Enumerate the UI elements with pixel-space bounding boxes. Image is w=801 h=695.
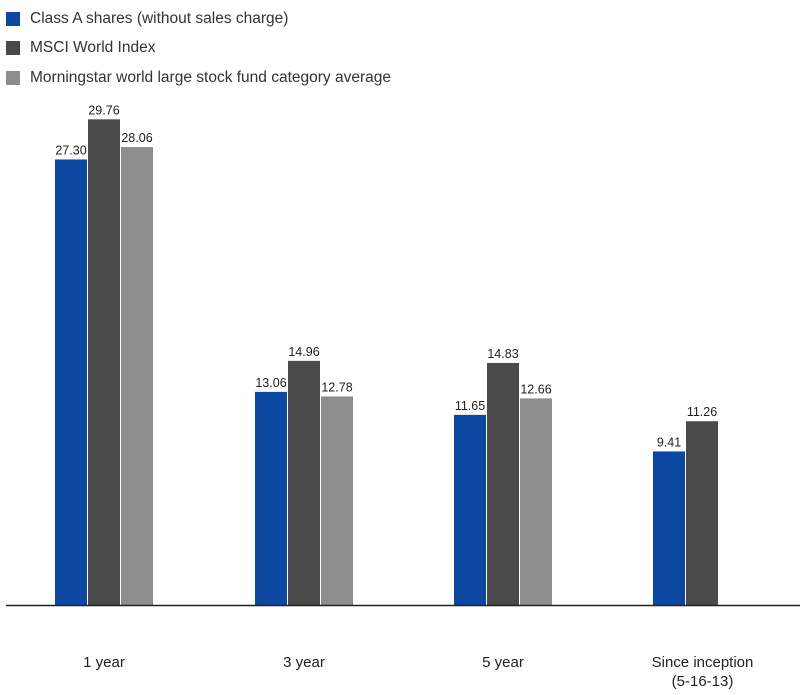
legend-label-msci: MSCI World Index (30, 39, 156, 57)
bar-value-label-morningstar-1: 28.06 (121, 131, 152, 145)
bar-msci-2 (288, 360, 320, 605)
category-label-4: Since inception (652, 654, 754, 671)
bar-value-label-morningstar-3: 12.66 (520, 382, 551, 396)
legend-swatch-class-a (6, 11, 20, 26)
bar-value-label-msci-2: 14.96 (288, 345, 319, 359)
bar-class-a-1 (55, 159, 87, 606)
bar-value-label-class-a-1: 27.30 (55, 143, 86, 157)
chart-legend: Class A shares (without sales charge) MS… (6, 4, 391, 93)
bar-value-label-msci-4: 11.26 (687, 405, 717, 419)
bar-class-a-2 (255, 391, 287, 605)
bar-morningstar-2 (321, 396, 353, 605)
bar-msci-3 (487, 362, 519, 605)
bar-class-a-4 (653, 451, 685, 605)
category-label-4-line-2: (5-16-13) (672, 673, 734, 690)
bar-msci-1 (88, 119, 120, 605)
legend-item-class-a: Class A shares (without sales charge) (6, 4, 391, 34)
category-label-2: 3 year (283, 654, 325, 671)
legend-label-morningstar: Morningstar world large stock fund categ… (30, 68, 391, 86)
category-label-3: 5 year (482, 654, 524, 671)
legend-item-morningstar: Morningstar world large stock fund categ… (6, 63, 391, 93)
bar-value-label-class-a-4: 9.41 (657, 435, 681, 449)
bar-msci-4 (686, 421, 718, 605)
legend-swatch-morningstar (6, 70, 20, 85)
bar-value-label-msci-3: 14.83 (487, 347, 518, 361)
legend-swatch-msci (6, 41, 20, 56)
bar-value-label-class-a-2: 13.06 (255, 376, 286, 390)
bar-value-label-msci-1: 29.76 (88, 103, 119, 117)
bar-value-label-morningstar-2: 12.78 (321, 380, 352, 394)
bar-value-label-class-a-3: 11.65 (455, 399, 485, 413)
bar-morningstar-1 (121, 147, 153, 606)
legend-item-msci: MSCI World Index (6, 34, 391, 64)
category-label-1: 1 year (83, 654, 125, 671)
bar-class-a-3 (454, 414, 486, 605)
legend-label-class-a: Class A shares (without sales charge) (30, 9, 289, 27)
bar-morningstar-3 (520, 398, 552, 605)
